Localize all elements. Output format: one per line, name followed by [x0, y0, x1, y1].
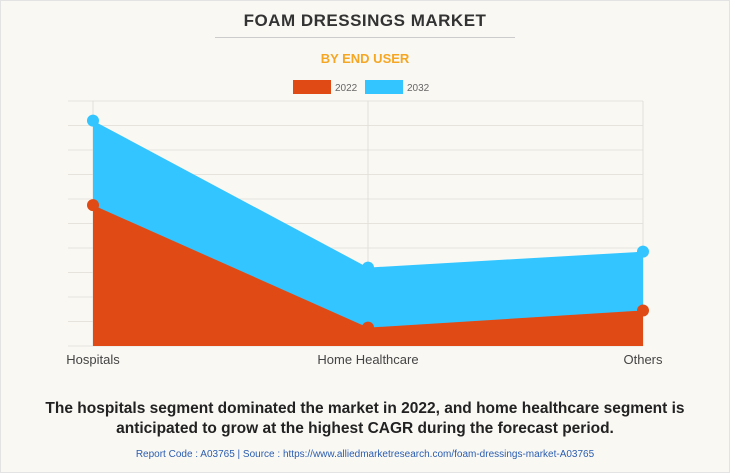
chart-subtitle: BY END USER [320, 51, 410, 66]
legend-swatch-2022 [293, 80, 331, 94]
x-tick-label: Home Healthcare [317, 352, 418, 367]
legend-label: 2022 [335, 83, 358, 94]
legend-label: 2032 [407, 83, 430, 94]
data-point-2032 [87, 114, 99, 127]
source-text[interactable]: Report Code : A03765 | Source : https://… [135, 449, 595, 460]
data-point-2022 [87, 199, 99, 212]
area-chart: Hospitals Home Healthcare Others 2022 2032 [66, 80, 663, 367]
legend-swatch-2032 [365, 80, 403, 94]
chart-caption: The hospitals segment dominated the mark… [45, 400, 685, 437]
x-tick-label: Hospitals [66, 352, 120, 367]
area-2022 [93, 205, 643, 346]
x-tick-label: Others [623, 352, 663, 367]
data-point-2022 [362, 321, 374, 334]
title-divider [215, 37, 515, 38]
data-point-2022 [637, 304, 649, 317]
chart-title: FOAM DRESSINGS MARKET [243, 11, 487, 30]
data-point-2032 [362, 261, 374, 274]
data-point-2032 [637, 245, 649, 258]
